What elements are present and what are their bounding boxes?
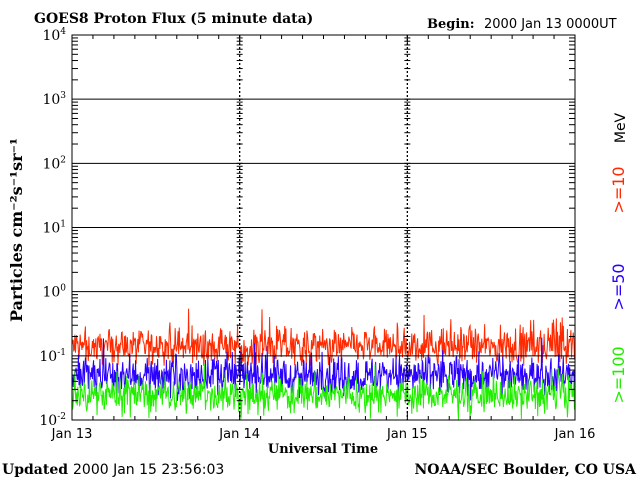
updated-label: Updated [2,462,68,478]
series-line-10mev [71,308,576,366]
plot-area [71,34,576,421]
footer-credit: NOAA/SEC Boulder, CO USA [415,462,638,478]
y-axis-label: Particles cm⁻²s⁻¹sr⁻¹ [7,138,26,322]
y-tick-label: 101 [42,220,66,237]
begin-value: 2000 Jan 13 0000UT [484,17,617,32]
legend-gt50: >=50 [609,263,628,310]
x-tick-label: Jan 13 [51,427,93,442]
x-axis-label: Universal Time [268,442,378,457]
plot-frame [71,34,576,421]
y-tick-label: 100 [42,284,66,301]
x-tick-label: Jan 16 [554,427,596,442]
grid-layer [71,35,576,421]
chart-title: GOES8 Proton Flux (5 minute data) [34,11,313,27]
y-tick-labels: 10-2 10-1 100 101 102 103 104 [39,27,66,429]
updated-value: 2000 Jan 15 23:56:03 [73,462,224,478]
legend-unit: MeV [613,112,629,143]
y-tick-label: 102 [42,155,66,172]
legend-gt100: >=100 [609,346,628,403]
y-tick-label: 104 [42,27,66,44]
y-tick-label: 10-2 [39,412,66,429]
series-line-100mev [71,364,576,420]
y-tick-label: 103 [42,91,66,108]
begin-label: Begin: [427,17,475,32]
x-tick-label: Jan 15 [386,427,428,442]
x-tick-labels: Jan 13 Jan 14 Jan 15 Jan 16 [51,427,596,442]
series-layer [71,308,576,420]
x-tick-label: Jan 14 [218,427,260,442]
y-tick-label: 10-1 [39,348,66,365]
legend-gt10: >=10 [609,166,628,213]
